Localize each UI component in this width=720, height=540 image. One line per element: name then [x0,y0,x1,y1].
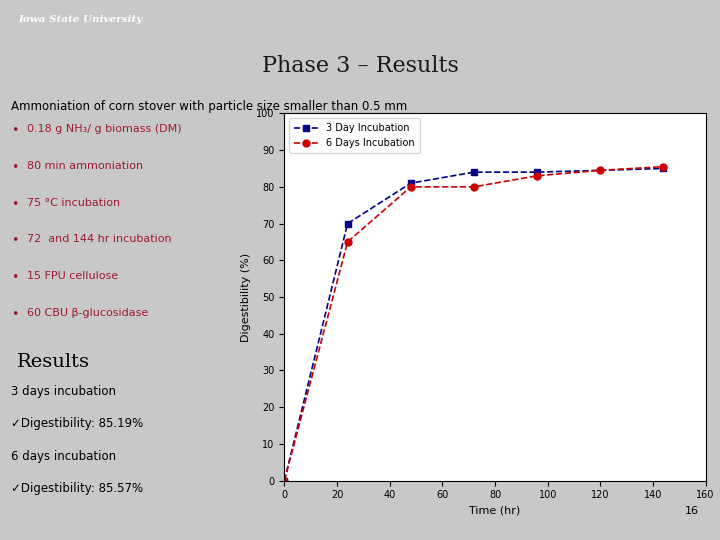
Text: ✓Digestibility: 85.19%: ✓Digestibility: 85.19% [11,417,143,430]
Text: Ammoniation of corn stover with particle size smaller than 0.5 mm: Ammoniation of corn stover with particle… [11,100,407,113]
Text: •: • [11,308,18,321]
6 Days Incubation [596,167,605,173]
Text: 60 CBU β-glucosidase: 60 CBU β-glucosidase [27,308,148,318]
3 Day Incubation [280,477,289,484]
3 Day Incubation [343,220,352,227]
3 Day Incubation [469,169,478,176]
Text: Results: Results [17,353,89,370]
Text: 15 FPU cellulose: 15 FPU cellulose [27,271,118,281]
Text: 72  and 144 hr incubation: 72 and 144 hr incubation [27,234,171,245]
Y-axis label: Digestibility (%): Digestibility (%) [240,252,251,342]
X-axis label: Time (hr): Time (hr) [469,506,521,516]
Text: •: • [11,198,18,211]
Line: 3 Day Incubation: 3 Day Incubation [281,165,667,484]
Text: ✓Digestibility: 85.57%: ✓Digestibility: 85.57% [11,482,143,495]
Legend: 3 Day Incubation, 6 Days Incubation: 3 Day Incubation, 6 Days Incubation [289,118,420,153]
Text: 80 min ammoniation: 80 min ammoniation [27,161,143,171]
Text: •: • [11,271,18,284]
Text: 16: 16 [685,505,698,516]
3 Day Incubation [533,169,541,176]
Text: 0.18 g NH₃/ g biomass (DM): 0.18 g NH₃/ g biomass (DM) [27,124,181,134]
Text: 3 days incubation: 3 days incubation [11,385,116,398]
Text: Phase 3 – Results: Phase 3 – Results [261,55,459,77]
6 Days Incubation [660,164,668,170]
Text: •: • [11,161,18,174]
6 Days Incubation [533,173,541,179]
6 Days Incubation [407,184,415,190]
Text: 6 days incubation: 6 days incubation [11,450,116,463]
Text: 75 °C incubation: 75 °C incubation [27,198,120,208]
6 Days Incubation [280,477,289,484]
6 Days Incubation [469,184,478,190]
6 Days Incubation [343,239,352,245]
Text: •: • [11,124,18,137]
Text: •: • [11,234,18,247]
3 Day Incubation [660,165,668,172]
Line: 6 Days Incubation: 6 Days Incubation [281,163,667,484]
Text: Iowa State University: Iowa State University [18,15,143,24]
3 Day Incubation [407,180,415,186]
